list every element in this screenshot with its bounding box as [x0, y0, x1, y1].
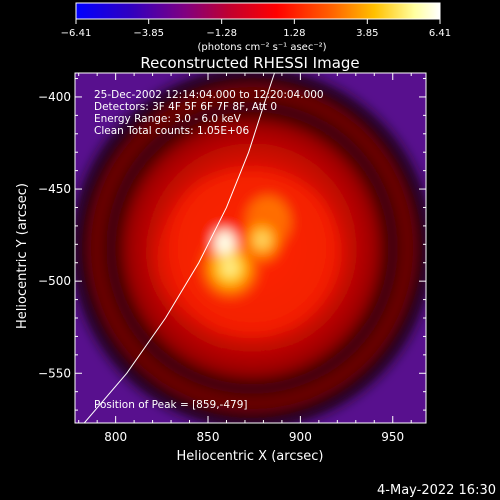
annotations: 25-Dec-2002 12:14:04.000 to 12:20:04.000…	[94, 89, 324, 411]
y-axis-ticks: −400 −450 −500 −550	[38, 78, 426, 411]
chart-title: Reconstructed RHESSI Image	[140, 54, 359, 72]
plot-area	[75, 73, 426, 423]
colorbar-tick-label: −1.28	[206, 28, 237, 39]
colorbar-label: (photons cm⁻² s⁻¹ asec⁻²)	[197, 42, 326, 53]
y-tick-label: −450	[38, 182, 71, 196]
footer-date: 4-May-2022 16:30	[377, 483, 496, 498]
x-tick-label: 800	[104, 430, 127, 444]
colorbar-tick-label: 3.85	[356, 28, 378, 39]
y-tick-label: −500	[38, 274, 71, 288]
annotation-clean-counts: Clean Total counts: 1.05E+06	[94, 125, 249, 137]
reconstructed-image	[75, 73, 426, 423]
annotation-energy-range: Energy Range: 3.0 - 6.0 keV	[94, 113, 242, 125]
x-tick-label: 900	[289, 430, 312, 444]
colorbar-tick-label: −3.85	[133, 28, 164, 39]
annotation-detectors: Detectors: 3F 4F 5F 6F 7F 8F, Att 0	[94, 101, 277, 113]
colorbar	[75, 2, 441, 20]
plot-frame	[74, 72, 427, 424]
annotation-peak-position: Position of Peak = [859,-479]	[94, 399, 248, 411]
solar-limb-curve	[83, 73, 275, 423]
y-tick-label: −550	[38, 366, 71, 380]
x-axis-title: Heliocentric X (arcsec)	[177, 449, 324, 464]
colorbar-ticks: −6.41 −3.85 −1.28 1.28 3.85 6.41	[61, 19, 451, 39]
colorbar-tick-label: 6.41	[429, 28, 451, 39]
colorbar-tick-label: −6.41	[61, 28, 92, 39]
x-axis-ticks: 800 850 900 950	[78, 73, 412, 444]
colorbar-tick-label: 1.28	[283, 28, 305, 39]
annotation-time-range: 25-Dec-2002 12:14:04.000 to 12:20:04.000	[94, 89, 324, 101]
y-axis-title: Heliocentric Y (arcsec)	[15, 183, 30, 329]
y-tick-label: −400	[38, 90, 71, 104]
x-tick-label: 850	[197, 430, 220, 444]
x-tick-label: 950	[381, 430, 404, 444]
